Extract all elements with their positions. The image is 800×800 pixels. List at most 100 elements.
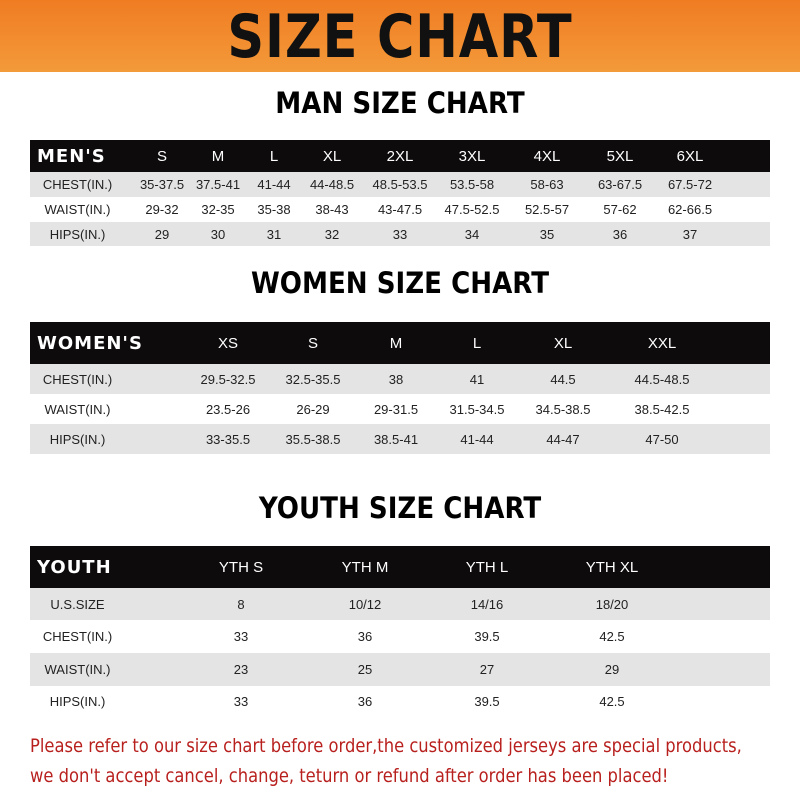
table-cell: 36 — [357, 629, 373, 644]
row-label: U.S.SIZE — [50, 596, 105, 612]
table-cell: 33-35.5 — [205, 431, 251, 447]
table-cell: S — [156, 147, 167, 165]
row-label: WAIST(IN.) — [44, 401, 111, 417]
table-cell: 33 — [392, 226, 408, 242]
women-size-table: WOMEN'S XS S M L XL XXL CHEST(IN.) 29.5-32.5 32.5… — [30, 322, 770, 454]
table-cell: 41-44 — [460, 431, 494, 447]
row-label: CHEST(IN.) — [42, 629, 113, 644]
table-cell: 38 — [388, 371, 404, 387]
table-header-row: YOUTH YTH S YTH M YTH L YTH XL — [30, 546, 770, 588]
row-label: HIPS(IN.) — [49, 694, 106, 709]
table-cell: 42.5 — [599, 694, 625, 709]
table-row: CHEST(IN.) 33 36 39.5 42.5 — [30, 620, 770, 653]
table-cell: 37.5-41 — [195, 177, 241, 192]
table-cell: 35-38 — [257, 202, 291, 217]
table-cell: YTH M — [341, 558, 389, 576]
row-label: WAIST(IN.) — [44, 202, 111, 217]
notice-line-2: we don't accept cancel, change, teturn o… — [30, 765, 669, 787]
table-cell: 25 — [357, 662, 373, 677]
table-cell: 26-29 — [296, 401, 330, 417]
table-row: HIPS(IN.) 29 30 31 32 33 34 35 36 37 — [30, 222, 770, 246]
table-cell: 8 — [237, 596, 245, 612]
table-cell: 38.5-42.5 — [634, 401, 690, 417]
row-label: HIPS(IN.) — [49, 431, 106, 447]
table-cell: 33 — [233, 629, 249, 644]
table-cell: 4XL — [533, 147, 561, 165]
row-label: MEN'S — [37, 145, 106, 167]
table-cell: XL — [553, 334, 573, 352]
table-cell: 44.5 — [550, 371, 576, 387]
table-row: WAIST(IN.) 29-32 32-35 35-38 38-43 43-47.5 47.… — [30, 197, 770, 222]
table-cell: 39.5 — [474, 694, 500, 709]
table-cell: M — [211, 147, 225, 165]
table-cell: 58-63 — [530, 177, 564, 192]
row-label: HIPS(IN.) — [49, 226, 106, 242]
table-cell: 52.5-57 — [524, 202, 570, 217]
table-cell: 33 — [233, 694, 249, 709]
table-cell: 32-35 — [201, 202, 235, 217]
table-cell: 47-50 — [645, 431, 679, 447]
table-cell: 36 — [612, 226, 628, 242]
table-cell: 41-44 — [257, 177, 291, 192]
table-cell: 48.5-53.5 — [372, 177, 428, 192]
table-cell: 67.5-72 — [667, 177, 713, 192]
table-cell: L — [472, 334, 482, 352]
table-cell: 44-48.5 — [309, 177, 355, 192]
table-cell: 31 — [266, 226, 282, 242]
table-cell: 47.5-52.5 — [444, 202, 500, 217]
table-cell: YTH S — [218, 558, 264, 576]
men-section-title: MAN SIZE CHART — [275, 86, 525, 120]
table-cell: 62-66.5 — [667, 202, 713, 217]
table-row: HIPS(IN.) 33 36 39.5 42.5 — [30, 686, 770, 717]
table-cell: 29-31.5 — [373, 401, 419, 417]
table-cell: 57-62 — [603, 202, 637, 217]
table-cell: 34 — [464, 226, 480, 242]
table-cell: M — [389, 334, 403, 352]
table-cell: 39.5 — [474, 629, 500, 644]
table-row: CHEST(IN.) 29.5-32.5 32.5-35.5 38 41 44.5 44.5… — [30, 364, 770, 394]
table-header-row: MEN'S S M L XL 2XL 3XL 4XL 5XL 6XL — [30, 140, 770, 172]
table-cell: 29-32 — [145, 202, 179, 217]
table-cell: 32 — [324, 226, 340, 242]
table-cell: 2XL — [386, 147, 414, 165]
table-cell: 29 — [154, 226, 170, 242]
table-cell: S — [307, 334, 318, 352]
table-row: WAIST(IN.) 23 25 27 29 — [30, 653, 770, 686]
table-cell: 30 — [210, 226, 226, 242]
table-cell: 3XL — [458, 147, 486, 165]
table-cell: 38-43 — [315, 202, 349, 217]
table-cell: 23.5-26 — [205, 401, 251, 417]
table-cell: 44-47 — [546, 431, 580, 447]
table-cell: 6XL — [676, 147, 704, 165]
title-banner: SIZE CHART — [0, 0, 800, 72]
table-cell: 10/12 — [348, 596, 382, 612]
table-cell: 37 — [682, 226, 698, 242]
banner-title: SIZE CHART — [227, 2, 573, 72]
table-cell: 34.5-38.5 — [535, 401, 591, 417]
table-cell: 27 — [479, 662, 495, 677]
table-cell: YTH L — [465, 558, 509, 576]
table-cell: 41 — [469, 371, 485, 387]
table-cell: 36 — [357, 694, 373, 709]
table-row: HIPS(IN.) 33-35.5 35.5-38.5 38.5-41 41-44 44-… — [30, 424, 770, 454]
table-cell: 18/20 — [595, 596, 629, 612]
table-header-row: WOMEN'S XS S M L XL XXL — [30, 322, 770, 364]
row-label: WOMEN'S — [37, 332, 143, 354]
table-cell: 35.5-38.5 — [285, 431, 341, 447]
table-row: WAIST(IN.) 23.5-26 26-29 29-31.5 31.5-34.5 34… — [30, 394, 770, 424]
table-cell: YTH XL — [585, 558, 639, 576]
table-cell: 63-67.5 — [597, 177, 643, 192]
table-cell: 23 — [233, 662, 249, 677]
notice-line-1: Please refer to our size chart before or… — [30, 735, 742, 757]
table-cell: 31.5-34.5 — [449, 401, 505, 417]
table-cell: 43-47.5 — [377, 202, 423, 217]
table-cell: 53.5-58 — [449, 177, 495, 192]
youth-size-table: YOUTH YTH S YTH M YTH L YTH XL U.S.SIZE 8 10/12… — [30, 546, 770, 717]
table-cell: 42.5 — [599, 629, 625, 644]
table-cell: 29.5-32.5 — [200, 371, 256, 387]
row-label: CHEST(IN.) — [42, 371, 113, 387]
women-section-title: WOMEN SIZE CHART — [251, 266, 549, 300]
table-cell: XL — [322, 147, 342, 165]
row-label: WAIST(IN.) — [44, 662, 111, 677]
table-cell: 5XL — [606, 147, 634, 165]
